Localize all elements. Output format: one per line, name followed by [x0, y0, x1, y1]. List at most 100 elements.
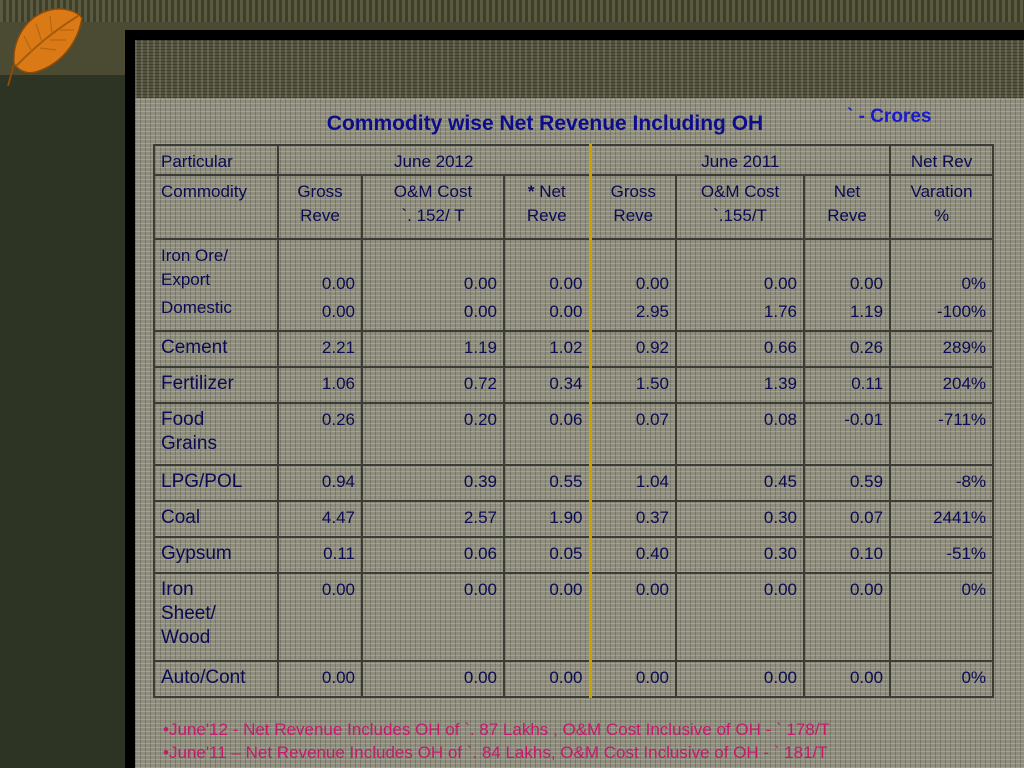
label-line: Domestic — [161, 298, 232, 317]
cell-value: -0.01 — [803, 402, 892, 466]
cell-value: 0.11 — [803, 366, 892, 404]
table-row: Gypsum 0.11 0.06 0.05 0.40 0.30 0.10 -51… — [153, 536, 995, 574]
cell-value: 0.37 — [588, 500, 678, 538]
cell-value: 0.92 — [588, 330, 678, 368]
table-header-row: Particular June 2012 June 2011 Net Rev — [153, 144, 995, 176]
label-line: Iron — [161, 579, 194, 600]
cell-value: 0.00 — [803, 660, 892, 698]
row-label: LPG/POL — [153, 464, 279, 502]
row-label: Fertilizer — [153, 366, 279, 404]
subheader-line: Net — [833, 182, 861, 201]
iron-ore-om-2012: 0.00 0.00 — [361, 238, 505, 332]
cell-value: 0.00 — [361, 660, 505, 698]
cell-value: 2441% — [889, 500, 995, 538]
iron-ore-variation: 0% -100% — [889, 238, 995, 332]
cell-value: 0.06 — [361, 536, 505, 574]
cell-value: 0.10 — [803, 536, 892, 574]
subheader-word: Net — [534, 182, 566, 201]
cell-value: 0.07 — [588, 402, 678, 466]
cell-value: 0.39 — [361, 464, 505, 502]
subheader-line: Varation — [910, 182, 973, 201]
cell-value: 0.00 — [803, 572, 892, 662]
footnote-june-2011: •June'11 – Net Revenue Includes OH of `.… — [163, 743, 828, 762]
label-line: Grains — [161, 433, 217, 454]
cell-value: 0.55 — [502, 464, 592, 502]
value-domestic: 0.00 — [321, 302, 355, 321]
currency-symbol: ` — [847, 106, 854, 127]
label-line: Iron Ore/ — [161, 246, 229, 265]
subheader-gross-2011: Gross Reve — [588, 174, 678, 240]
cell-value: 0.00 — [588, 572, 678, 662]
cell-value: 0.94 — [277, 464, 363, 502]
footnote-star: * — [527, 182, 535, 201]
cell-value: 289% — [889, 330, 995, 368]
subheader-line: Gross — [297, 182, 343, 201]
subheader-line: Reve — [300, 206, 340, 225]
iron-ore-gross-2011: 0.00 2.95 — [588, 238, 678, 332]
header-june-2012: June 2012 — [276, 144, 592, 176]
cell-value: 0% — [889, 660, 995, 698]
subheader-line: % — [933, 206, 950, 225]
subheader-line: Reve — [526, 206, 567, 225]
label-line: Food — [161, 409, 205, 430]
value-export: 0.00 — [849, 274, 884, 293]
leaf-icon — [7, 8, 83, 87]
cell-value: 0.00 — [675, 572, 806, 662]
left-dark-bar — [0, 75, 125, 768]
value-domestic: 2.95 — [635, 302, 670, 321]
cell-value: 0.30 — [675, 500, 806, 538]
subheader-line: `. 152/ T — [401, 206, 465, 225]
row-label: Gypsum — [153, 536, 279, 574]
label-line: Sheet/ — [161, 603, 216, 624]
cell-value: 0.34 — [502, 366, 592, 404]
cell-value: -51% — [889, 536, 995, 574]
revenue-table: Particular June 2012 June 2011 Net Rev C… — [153, 144, 995, 698]
value-export: 0.00 — [463, 274, 497, 293]
row-label: Cement — [153, 330, 279, 368]
subheader-line: Reve — [613, 206, 654, 225]
cell-value: 1.19 — [361, 330, 505, 368]
subheader-gross-2012: Gross Reve — [277, 174, 363, 240]
cell-value: -711% — [889, 402, 995, 466]
value-domestic: 0.00 — [463, 302, 497, 321]
header-particular: Particular — [153, 144, 279, 176]
row-label: Auto/Cont — [153, 660, 279, 698]
units-text: - Crores — [858, 106, 932, 127]
label-line: Export — [161, 270, 211, 289]
decorative-strip — [135, 40, 1024, 98]
cell-value: 0.26 — [277, 402, 363, 466]
cell-value: 0.40 — [588, 536, 678, 574]
cell-value: 1.50 — [588, 366, 678, 404]
cell-value: 2.21 — [277, 330, 363, 368]
cell-value: 0.06 — [502, 402, 592, 466]
cell-value: 4.47 — [277, 500, 363, 538]
subheader-line: Reve — [827, 206, 867, 225]
value-export: 0.00 — [635, 274, 670, 293]
header-june-2011: June 2011 — [588, 144, 892, 176]
subheader-line: O&M Cost — [393, 182, 473, 201]
iron-ore-net-2012: 0.00 0.00 — [502, 238, 592, 332]
row-label: Coal — [153, 500, 279, 538]
table-row: Cement 2.21 1.19 1.02 0.92 0.66 0.26 289… — [153, 330, 995, 368]
cell-value: 1.02 — [502, 330, 592, 368]
table-row: Food Grains 0.26 0.20 0.06 0.07 0.08 -0.… — [153, 402, 995, 466]
cell-value: 0.72 — [361, 366, 505, 404]
row-label: Iron Sheet/ Wood — [153, 572, 279, 662]
subheader-net-2011: Net Reve — [803, 174, 892, 240]
subheader-variation: Varation % — [889, 174, 995, 240]
iron-ore-net-2011: 0.00 1.19 — [803, 238, 892, 332]
cell-value: 0.20 — [361, 402, 505, 466]
value-export: 0.00 — [321, 274, 355, 293]
cell-value: 0.11 — [277, 536, 363, 574]
value-domestic: 1.19 — [849, 302, 884, 321]
cell-value: 0.00 — [361, 572, 505, 662]
subheader-line: `.155/T — [713, 206, 767, 225]
subheader-om-2012: O&M Cost `. 152/ T — [361, 174, 505, 240]
cell-value: 0.07 — [803, 500, 892, 538]
table-row-iron-ore: Iron Ore/ Export Domestic 0.00 0.00 0.00 0… — [153, 238, 995, 332]
cell-value: 0.00 — [588, 660, 678, 698]
cell-value: -8% — [889, 464, 995, 502]
cell-value: 1.04 — [588, 464, 678, 502]
cell-value: 1.90 — [502, 500, 592, 538]
cell-value: 1.06 — [277, 366, 363, 404]
